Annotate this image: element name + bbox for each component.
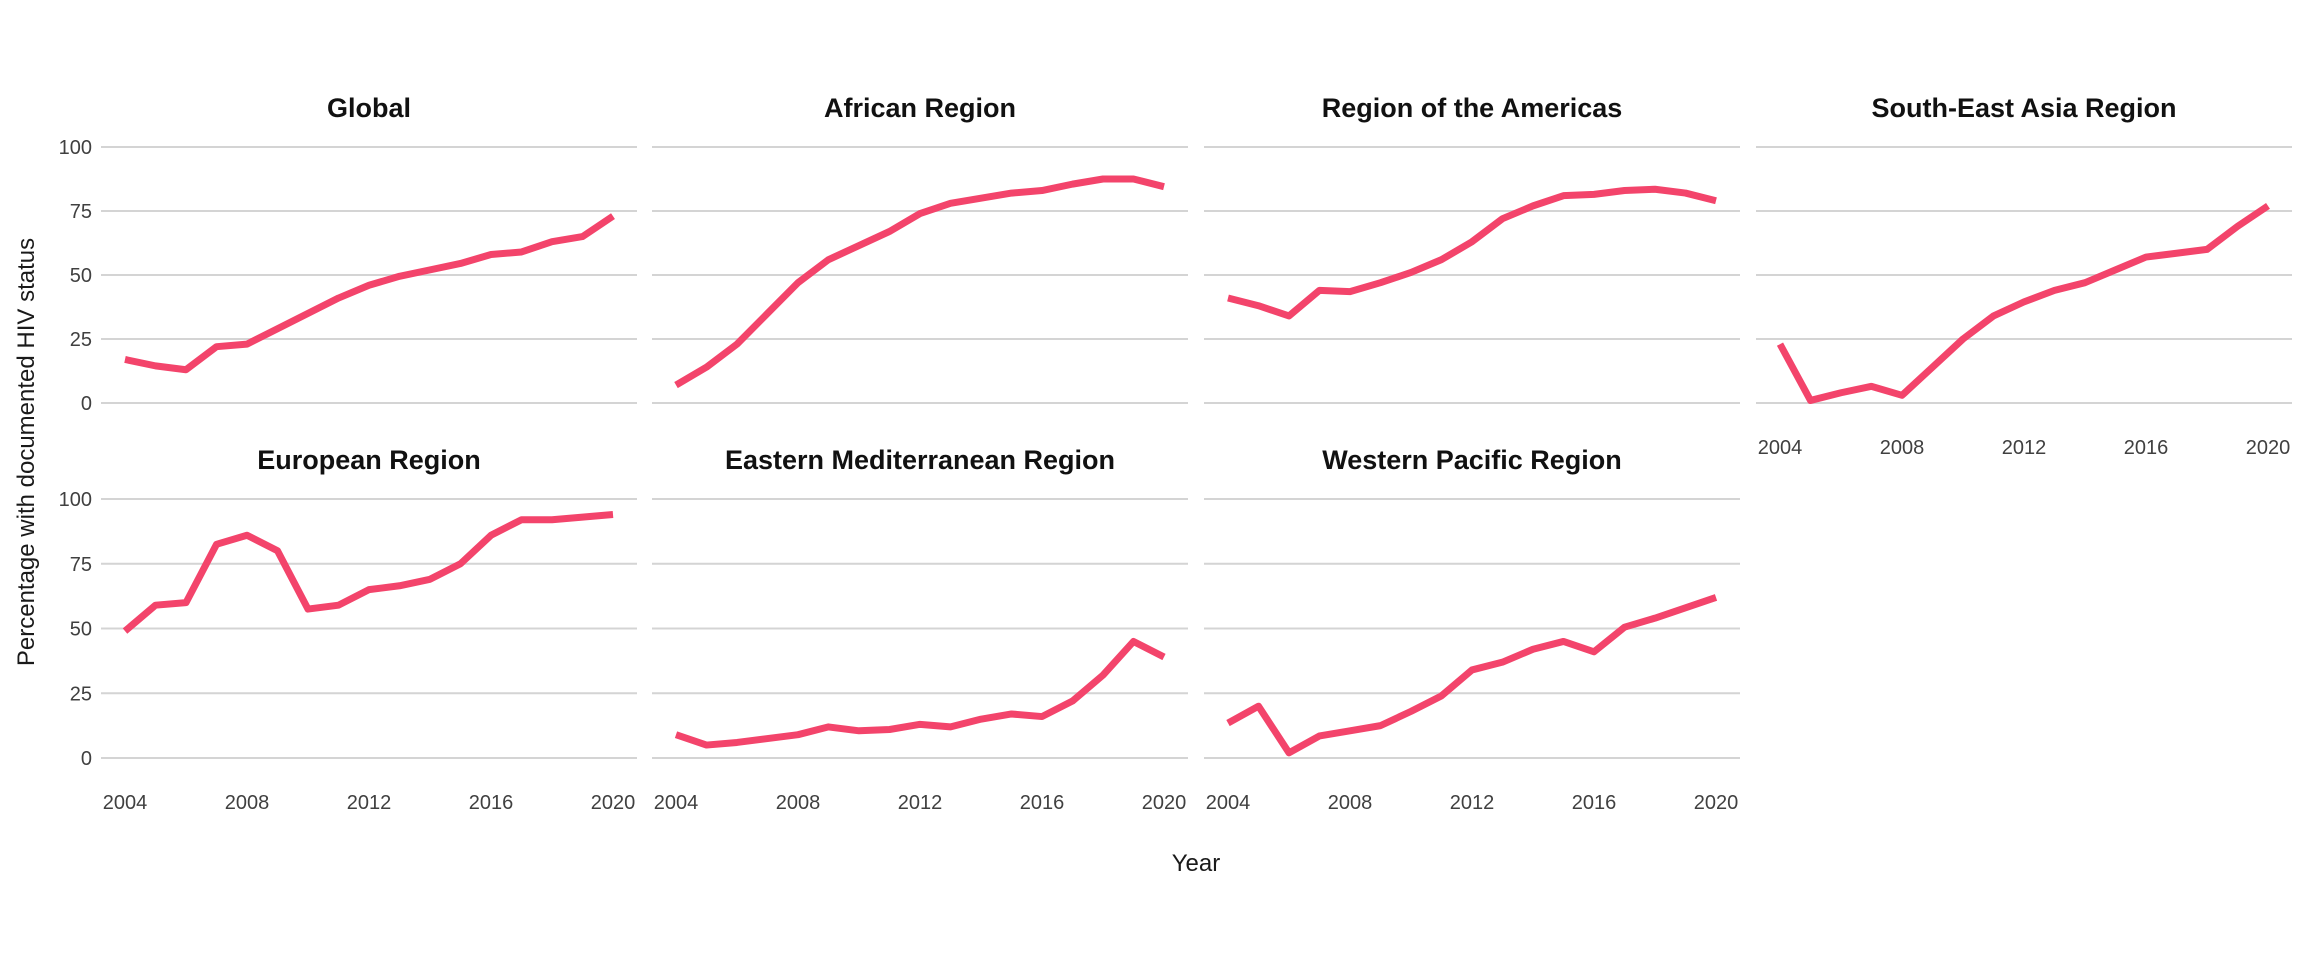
y-axis-title: Percentage with documented HIV status xyxy=(13,237,40,667)
data-line xyxy=(1227,185,1717,320)
x-tick-label: 2004 xyxy=(654,792,699,814)
data-line xyxy=(674,637,1166,749)
x-tick-label: 2020 xyxy=(1142,792,1187,814)
x-tick-label: 2020 xyxy=(2246,437,2291,459)
x-tick-label: 2004 xyxy=(1758,437,1803,459)
x-tick-label: 2012 xyxy=(2002,437,2047,459)
y-tick-label: 50 xyxy=(70,619,92,641)
x-tick-label: 2004 xyxy=(103,792,148,814)
x-axis-title: Year xyxy=(1171,850,1221,877)
x-tick-label: 2016 xyxy=(1020,792,1065,814)
x-tick-label: 2008 xyxy=(1880,437,1925,459)
x-tick-label: 2012 xyxy=(347,792,392,814)
facet-title: Global xyxy=(327,93,411,123)
data-line xyxy=(1776,202,2270,404)
y-tick-label: 50 xyxy=(70,265,92,287)
facet-title: Eastern Mediterranean Region xyxy=(725,445,1115,475)
facet-title: Western Pacific Region xyxy=(1322,445,1622,475)
x-tick-label: 2008 xyxy=(1328,792,1373,814)
x-tick-label: 2020 xyxy=(591,792,636,814)
x-tick-label: 2008 xyxy=(776,792,821,814)
y-tick-label: 100 xyxy=(59,489,92,511)
facet-title: African Region xyxy=(824,93,1016,123)
y-tick-label: 25 xyxy=(70,329,92,351)
y-tick-label: 25 xyxy=(70,683,92,705)
x-tick-label: 2016 xyxy=(1572,792,1617,814)
x-tick-label: 2012 xyxy=(898,792,943,814)
data-line xyxy=(122,511,614,634)
x-tick-label: 2008 xyxy=(225,792,270,814)
x-tick-label: 2012 xyxy=(1450,792,1495,814)
y-tick-label: 75 xyxy=(70,554,92,576)
facet-title: European Region xyxy=(257,445,481,475)
facet-title: Region of the Americas xyxy=(1322,93,1623,123)
data-line xyxy=(1226,594,1718,757)
x-tick-label: 2004 xyxy=(1206,792,1251,814)
data-line xyxy=(124,213,615,374)
y-tick-label: 0 xyxy=(81,748,92,770)
facet-title: South-East Asia Region xyxy=(1871,93,2176,123)
y-tick-label: 75 xyxy=(70,201,92,223)
x-tick-label: 2020 xyxy=(1694,792,1739,814)
y-tick-label: 0 xyxy=(81,393,92,415)
data-line xyxy=(674,175,1165,389)
x-tick-label: 2016 xyxy=(2124,437,2169,459)
y-tick-label: 100 xyxy=(59,137,92,159)
x-tick-label: 2016 xyxy=(469,792,514,814)
